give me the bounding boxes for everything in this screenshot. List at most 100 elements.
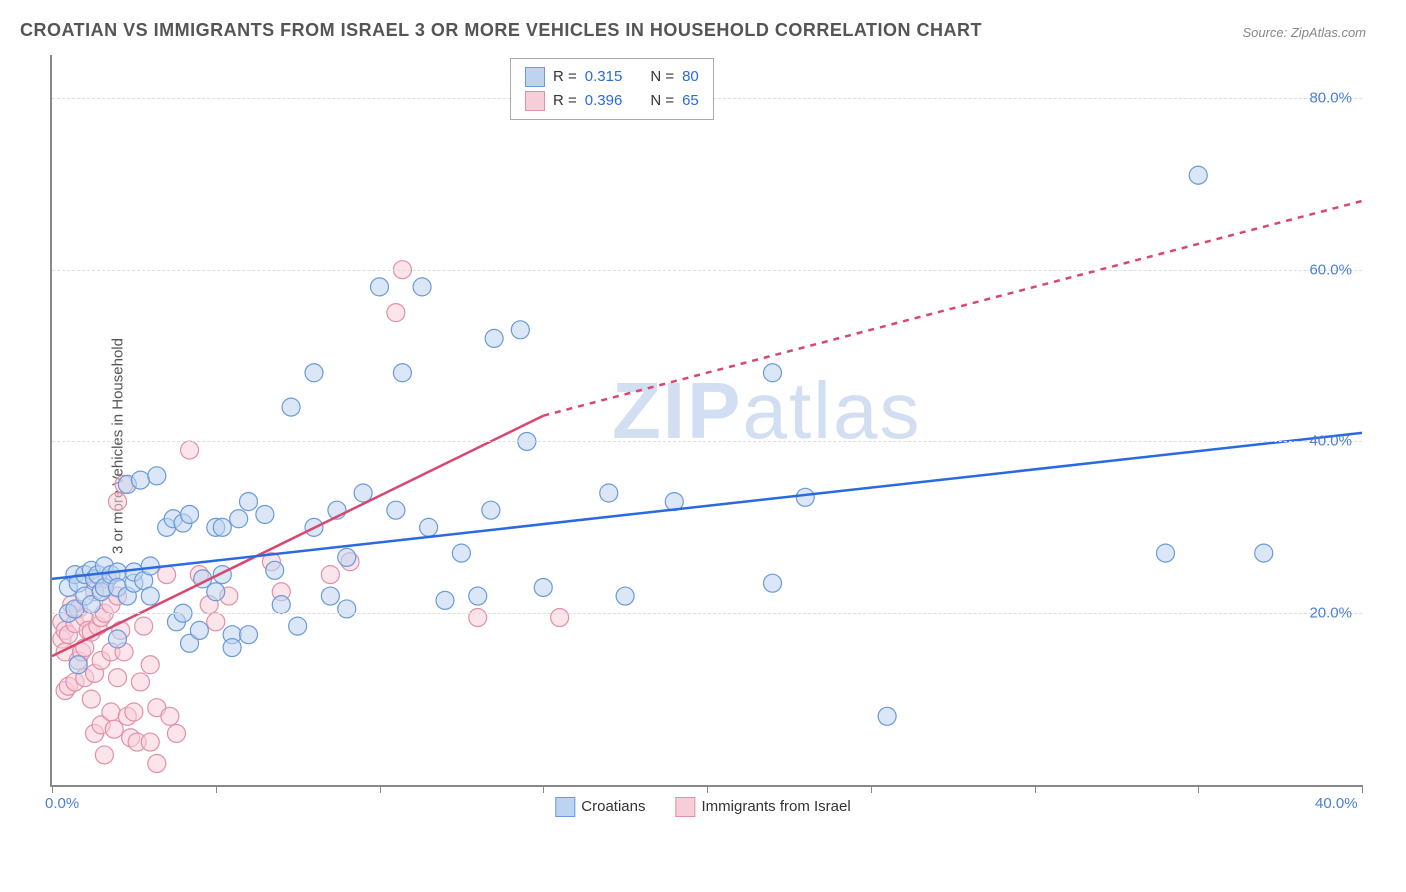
x-tick [1362,785,1363,793]
scatter-point [485,329,503,347]
legend-n-value: 80 [682,65,699,89]
scatter-point [181,441,199,459]
x-tick [871,785,872,793]
scatter-point [393,364,411,382]
legend-swatch [555,797,575,817]
x-tick-label: 0.0% [45,795,79,812]
scatter-point [600,484,618,502]
plot-area: ZIPatlas 20.0%40.0%60.0%80.0% [50,55,1362,787]
scatter-point [289,617,307,635]
x-tick [1198,785,1199,793]
scatter-point [282,398,300,416]
series-legend: Croatians Immigrants from Israel [555,797,850,817]
scatter-point [207,613,225,631]
scatter-point [141,587,159,605]
scatter-point [240,493,258,511]
scatter-point [109,669,127,687]
legend-n-value: 65 [682,89,699,113]
scatter-point [125,703,143,721]
legend-swatch [525,91,545,111]
scatter-point [469,609,487,627]
source-label: Source: ZipAtlas.com [1242,25,1366,40]
legend-swatch [676,797,696,817]
scatter-point [387,501,405,519]
scatter-point [207,583,225,601]
scatter-point [387,304,405,322]
scatter-point [878,707,896,725]
legend-r-value: 0.315 [585,65,623,89]
scatter-point [482,501,500,519]
scatter-point [223,639,241,657]
scatter-point [1255,544,1273,562]
x-tick [380,785,381,793]
scatter-point [1157,544,1175,562]
legend-item: Immigrants from Israel [676,797,851,817]
scatter-svg [52,55,1362,785]
scatter-point [69,656,87,674]
scatter-point [338,600,356,618]
x-tick [52,785,53,793]
legend-n-label: N = [650,65,674,89]
legend-n-label: N = [650,89,674,113]
scatter-point [256,505,274,523]
scatter-point [371,278,389,296]
scatter-point [266,561,284,579]
x-tick [543,785,544,793]
scatter-point [167,724,185,742]
scatter-point [102,703,120,721]
scatter-point [240,626,258,644]
legend-label: Croatians [581,798,645,815]
x-tick-label: 40.0% [1315,795,1358,812]
scatter-point [161,707,179,725]
scatter-point [148,467,166,485]
x-tick [707,785,708,793]
scatter-point [181,505,199,523]
scatter-point [213,518,231,536]
legend-r-label: R = [553,89,577,113]
chart-title: CROATIAN VS IMMIGRANTS FROM ISRAEL 3 OR … [20,20,982,41]
y-tick-label: 60.0% [1309,261,1352,278]
scatter-point [534,578,552,596]
scatter-point [551,609,569,627]
scatter-point [764,574,782,592]
scatter-point [1189,166,1207,184]
scatter-point [616,587,634,605]
legend-label: Immigrants from Israel [702,798,851,815]
legend-row: R = 0.396 N = 65 [525,89,699,113]
legend-r-label: R = [553,65,577,89]
scatter-point [420,518,438,536]
scatter-point [796,488,814,506]
y-tick-label: 40.0% [1309,433,1352,450]
y-tick-label: 80.0% [1309,89,1352,106]
regression-line [543,201,1362,416]
legend-swatch [525,67,545,87]
legend-item: Croatians [555,797,645,817]
scatter-point [321,566,339,584]
scatter-point [436,591,454,609]
scatter-point [511,321,529,339]
scatter-point [230,510,248,528]
scatter-point [141,656,159,674]
scatter-point [452,544,470,562]
correlation-legend: R = 0.315 N = 80 R = 0.396 N = 65 [510,58,714,120]
x-tick [216,785,217,793]
scatter-point [354,484,372,502]
gridline [52,441,1362,442]
scatter-point [148,755,166,773]
scatter-point [158,566,176,584]
scatter-point [141,733,159,751]
gridline [52,270,1362,271]
scatter-point [764,364,782,382]
legend-row: R = 0.315 N = 80 [525,65,699,89]
y-tick-label: 20.0% [1309,605,1352,622]
legend-r-value: 0.396 [585,89,623,113]
scatter-point [109,630,127,648]
scatter-point [413,278,431,296]
scatter-point [95,746,113,764]
scatter-point [321,587,339,605]
scatter-point [135,617,153,635]
scatter-point [469,587,487,605]
scatter-point [82,690,100,708]
scatter-point [190,621,208,639]
gridline [52,613,1362,614]
